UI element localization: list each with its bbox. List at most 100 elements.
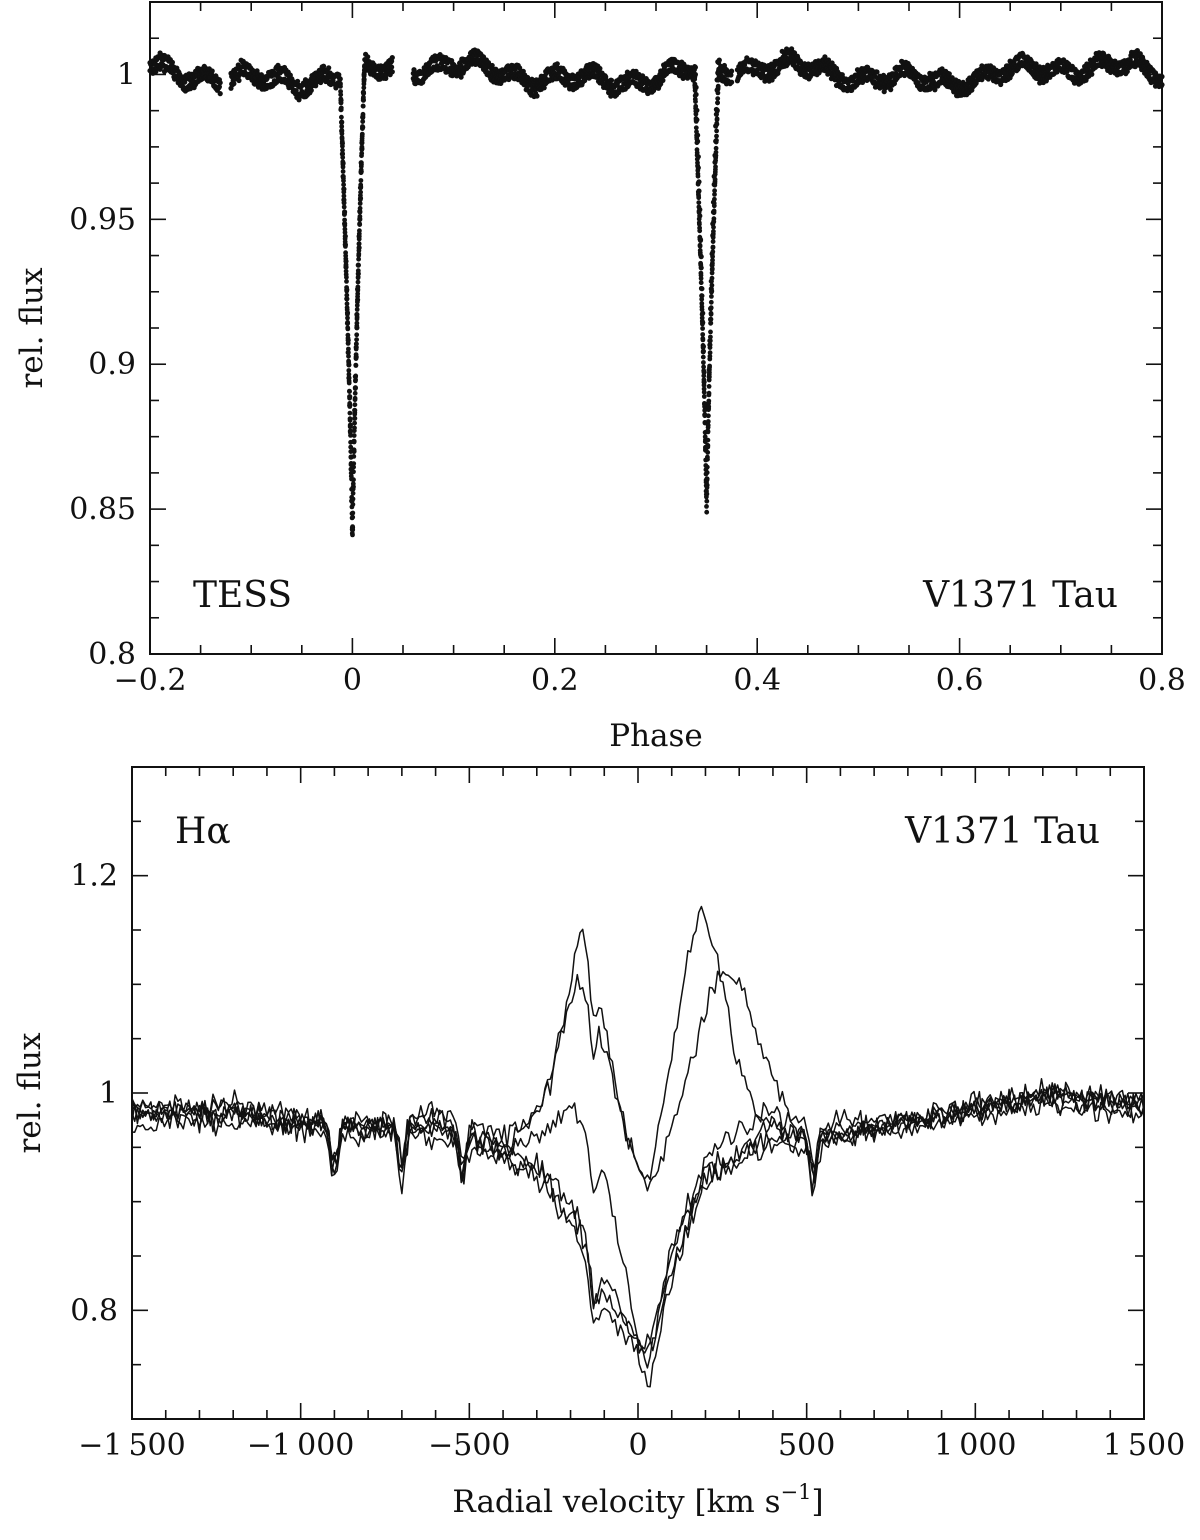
- halpha-plot-frame: [131, 766, 1145, 1420]
- lightcurve-point: [707, 338, 713, 344]
- halpha-tick-marks: [131, 766, 1145, 1420]
- halpha-annotation-line: Hα: [175, 811, 231, 852]
- lightcurve-point: [709, 294, 714, 299]
- lightcurve-point: [1033, 61, 1039, 67]
- lightcurve-point: [696, 200, 702, 206]
- lightcurve-point: [710, 244, 716, 250]
- lightcurve-y-tick-labels: 0.8 0.85 0.9 0.95 1: [69, 57, 136, 672]
- halpha-x-axis-title-suffix: ]: [811, 1484, 823, 1520]
- lightcurve-point: [348, 444, 354, 450]
- lightcurve-point: [710, 235, 716, 240]
- lightcurve-point: [346, 372, 352, 377]
- lightcurve-point: [347, 417, 353, 423]
- lightcurve-point: [714, 121, 720, 127]
- lightcurve-point: [576, 75, 582, 81]
- lightcurve-point: [701, 389, 707, 395]
- lightcurve-points: [147, 46, 1165, 538]
- lightcurve-point: [729, 68, 735, 74]
- halpha-x-axis-title-exponent: −1: [781, 1480, 812, 1504]
- lightcurve-point: [708, 299, 714, 305]
- lightcurve-point: [700, 345, 706, 350]
- lightcurve-point: [345, 326, 351, 332]
- lightcurve-point: [714, 133, 719, 139]
- lightcurve-point: [353, 356, 359, 361]
- lightcurve-point: [709, 282, 715, 288]
- lightcurve-point: [696, 195, 702, 201]
- lightcurve-point: [347, 424, 353, 430]
- lightcurve-point: [355, 299, 360, 305]
- x-tick-label: 0.8: [1138, 663, 1186, 698]
- lightcurve-point: [359, 131, 365, 137]
- lightcurve-point: [705, 444, 711, 450]
- lightcurve-point: [715, 90, 721, 96]
- lightcurve-point: [365, 54, 371, 60]
- lightcurve-point: [340, 143, 345, 149]
- lightcurve-point: [704, 491, 710, 497]
- lightcurve-point: [350, 510, 356, 516]
- lightcurve-point: [351, 447, 357, 453]
- lightcurve-point: [344, 307, 350, 313]
- lightcurve-point: [341, 178, 346, 184]
- lightcurve-point: [702, 402, 707, 407]
- lightcurve-point: [209, 68, 215, 74]
- x-tick-label: 0: [628, 1428, 647, 1463]
- lightcurve-point: [697, 228, 703, 234]
- lightcurve-point: [712, 196, 717, 202]
- lightcurve-point: [729, 79, 735, 85]
- lightcurve-point: [350, 502, 356, 507]
- lightcurve-point: [716, 57, 722, 63]
- lightcurve-point: [715, 100, 720, 106]
- lightcurve-point: [705, 419, 711, 424]
- lightcurve-point: [694, 136, 700, 142]
- lightcurve-point: [361, 68, 367, 73]
- lightcurve-point: [344, 285, 349, 290]
- lightcurve-point: [711, 216, 717, 222]
- lightcurve-point: [355, 284, 361, 290]
- lightcurve-point: [701, 364, 706, 370]
- lightcurve-point: [693, 99, 698, 104]
- lightcurve-point: [352, 425, 357, 431]
- x-tick-label: 0.2: [531, 663, 579, 698]
- lightcurve-point: [326, 65, 332, 71]
- lightcurve-point: [352, 415, 358, 421]
- lightcurve-point: [710, 249, 716, 255]
- lightcurve-point: [350, 524, 355, 529]
- lightcurve-point: [707, 350, 713, 356]
- lightcurve-point: [339, 120, 344, 126]
- lightcurve-annotation-star: V1371 Tau: [922, 575, 1118, 616]
- lightcurve-point: [1064, 68, 1070, 74]
- y-tick-label: 0.85: [69, 492, 136, 527]
- lightcurve-point: [693, 119, 699, 124]
- lightcurve-point: [358, 184, 364, 190]
- lightcurve-point: [345, 349, 351, 356]
- lightcurve-x-axis-title: Phase: [609, 718, 703, 754]
- halpha-x-axis-title: Radial velocity [km s−1]: [452, 1480, 823, 1520]
- lightcurve-point: [715, 107, 720, 113]
- lightcurve-point: [350, 514, 356, 520]
- lightcurve-point: [697, 221, 702, 227]
- lightcurve-point: [708, 320, 714, 326]
- lightcurve-point: [697, 243, 703, 249]
- lightcurve-point: [340, 164, 346, 170]
- lightcurve-point: [704, 509, 710, 515]
- lightcurve-point: [342, 223, 348, 228]
- lightcurve-point: [692, 81, 698, 87]
- lightcurve-point: [711, 224, 716, 230]
- lightcurve-point: [709, 288, 715, 294]
- lightcurve-point: [709, 275, 715, 281]
- lightcurve-point: [353, 352, 359, 357]
- lightcurve-point: [695, 180, 701, 186]
- lightcurve-point: [699, 286, 704, 291]
- lightcurve-point: [728, 72, 734, 78]
- lightcurve-point: [351, 433, 357, 438]
- lightcurve-point: [348, 439, 353, 445]
- lightcurve-point: [356, 248, 362, 253]
- lightcurve-point: [361, 85, 367, 91]
- lightcurve-point: [706, 413, 711, 419]
- lightcurve-point: [355, 279, 361, 285]
- lightcurve-point: [357, 222, 363, 228]
- lightcurve-point: [345, 335, 351, 341]
- lightcurve-point: [353, 377, 358, 383]
- lightcurve-point: [700, 332, 706, 337]
- lightcurve-point: [346, 360, 352, 366]
